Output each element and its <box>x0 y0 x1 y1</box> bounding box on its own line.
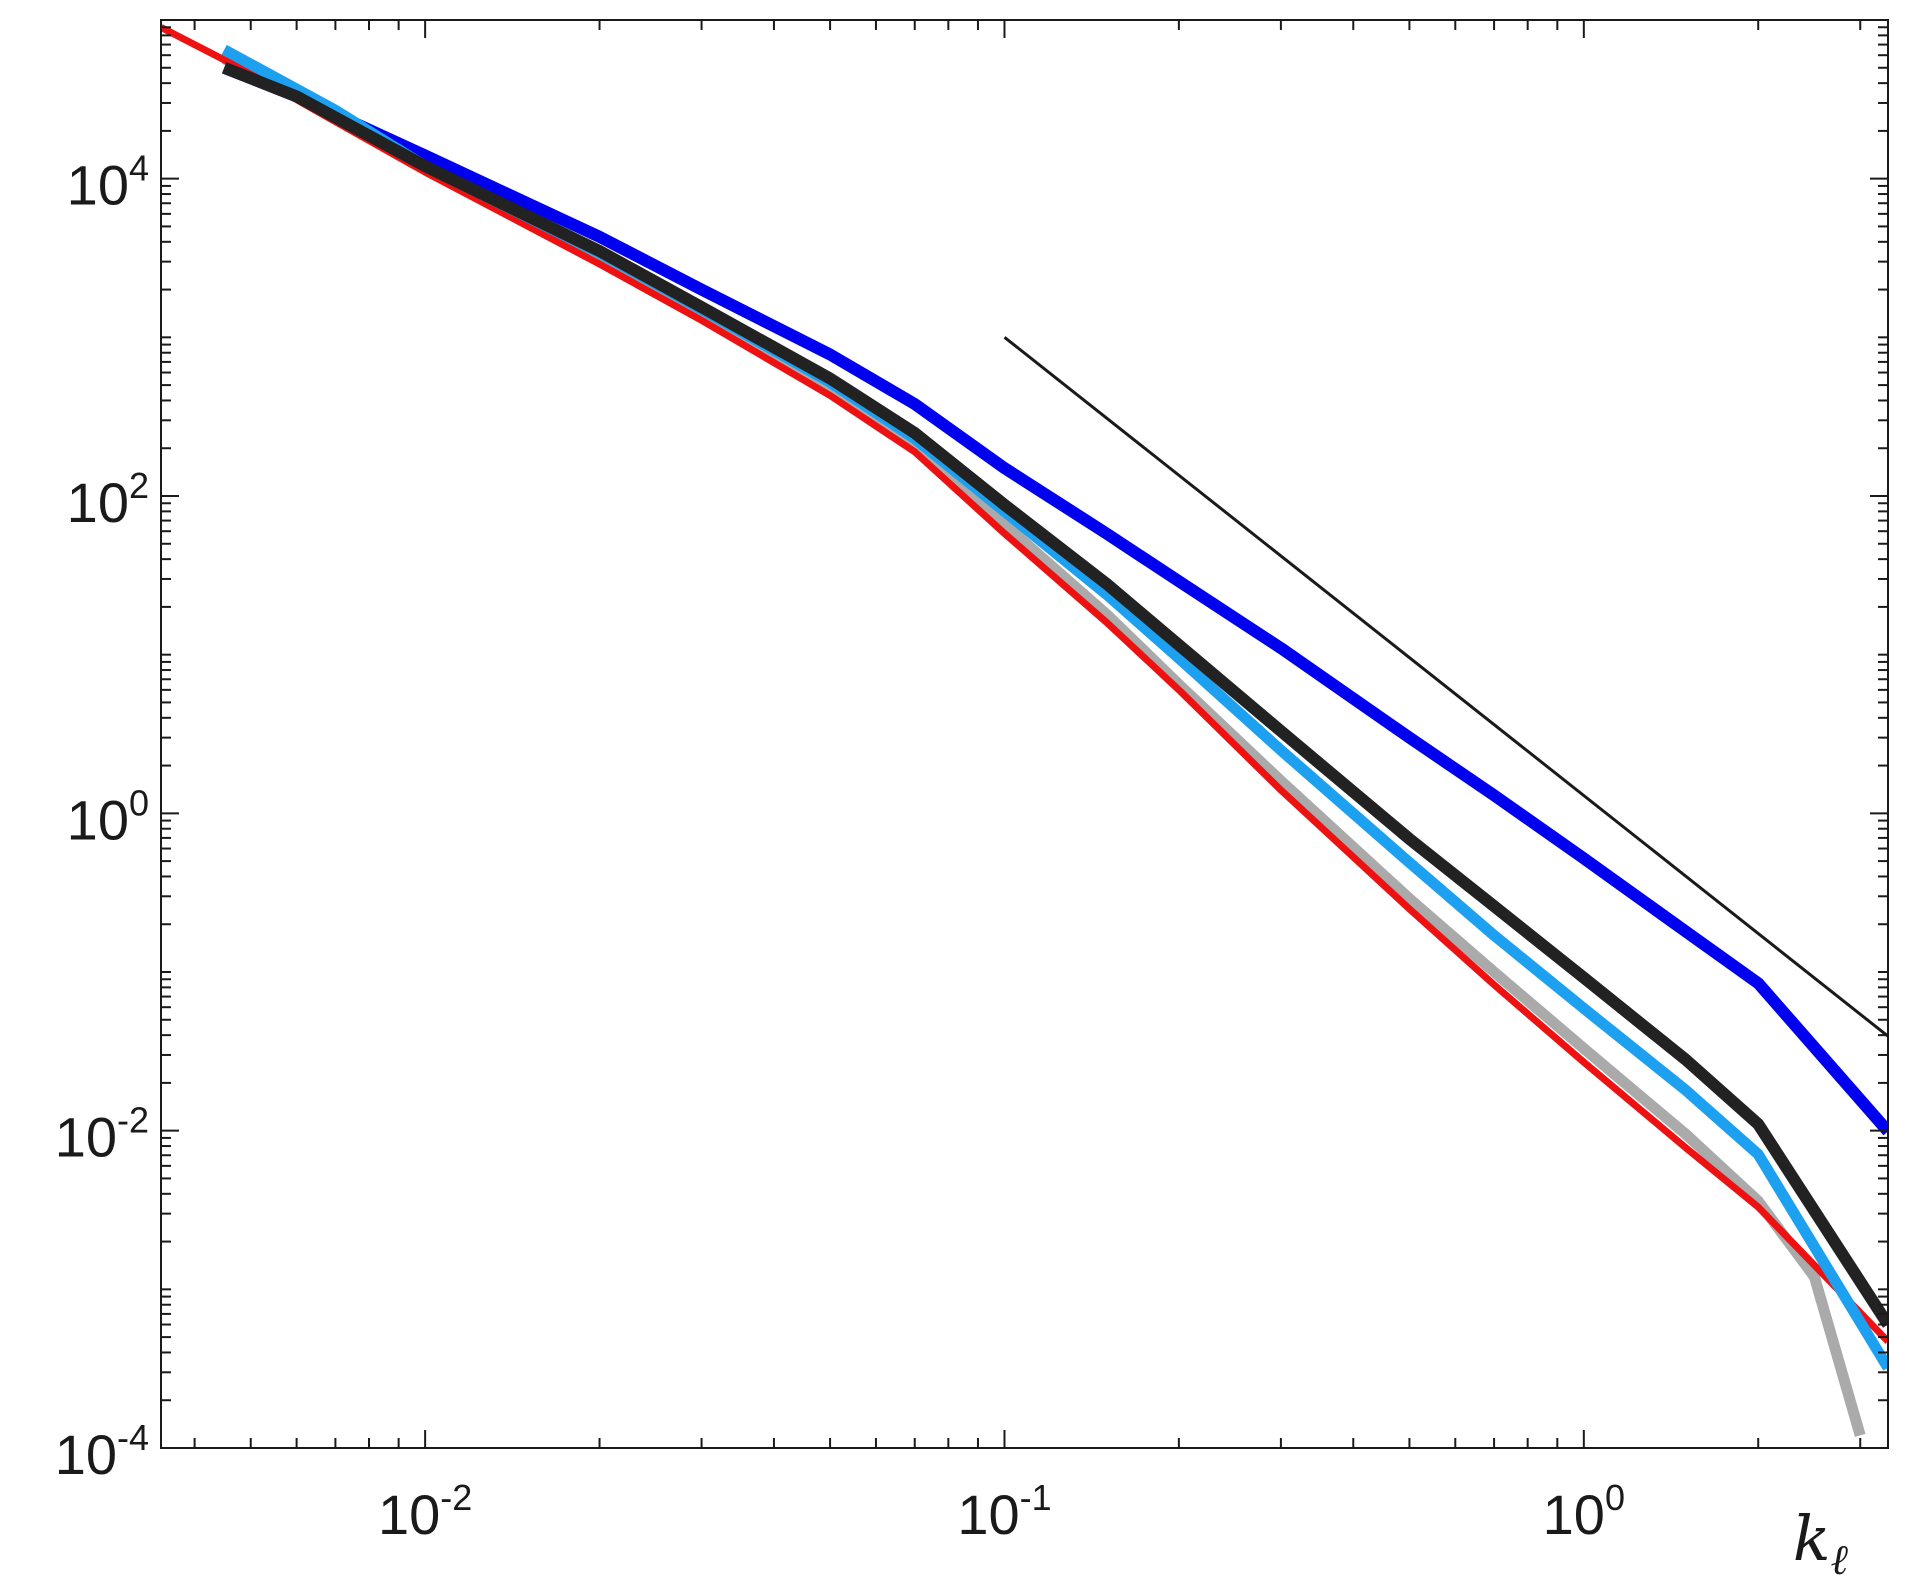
y-tick-label: 102 <box>67 465 149 534</box>
series-layer <box>161 24 1888 1437</box>
x-axis-label-subscript: ℓ <box>1831 1535 1849 1584</box>
x-tick-label: 10-1 <box>957 1477 1051 1546</box>
ticks-layer <box>161 19 1888 1449</box>
x-axis-label: kℓ <box>1793 1502 1849 1584</box>
series-line-6 <box>1003 336 1888 1038</box>
x-tick-label: 10-2 <box>378 1477 472 1546</box>
series-line-5 <box>221 62 1888 1328</box>
x-axis-label-main: k <box>1793 1502 1831 1575</box>
y-tick-label: 100 <box>67 782 149 851</box>
y-tick-label: 10-2 <box>55 1100 149 1169</box>
y-tick-label: 10-4 <box>55 1417 149 1486</box>
y-tick-label: 104 <box>67 148 149 217</box>
tick-labels-layer: 10-2 10-1 100 10-4 10-2 100 102 104 <box>55 148 1625 1546</box>
series-line-3 <box>221 62 1888 1136</box>
plot-frame <box>160 19 1889 1449</box>
plot-background <box>161 20 1888 1448</box>
x-tick-label: 100 <box>1543 1477 1625 1546</box>
